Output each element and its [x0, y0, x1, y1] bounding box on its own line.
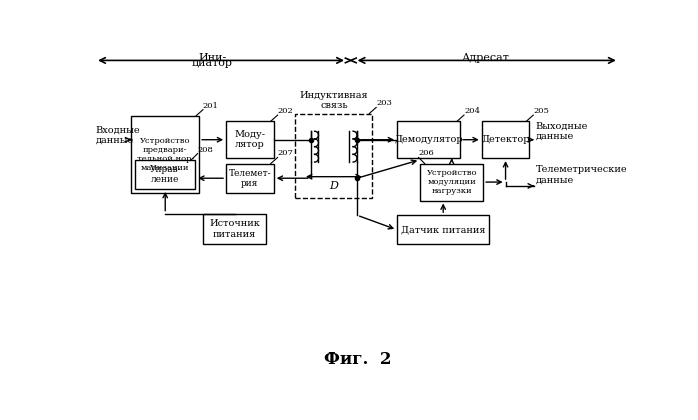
Text: Моду-
лятор: Моду- лятор — [235, 130, 265, 150]
Bar — [295, 113, 372, 198]
Bar — [135, 160, 195, 189]
Text: Выходные
данные: Выходные данные — [535, 121, 588, 141]
Bar — [397, 121, 460, 158]
Bar — [203, 214, 266, 244]
Bar — [420, 163, 483, 200]
Text: 208: 208 — [198, 146, 214, 154]
Text: Фиг.  2: Фиг. 2 — [324, 352, 392, 368]
Text: Ини-: Ини- — [198, 52, 226, 63]
Text: 201: 201 — [203, 102, 219, 110]
Text: 205: 205 — [533, 107, 549, 115]
Bar — [482, 121, 530, 158]
Text: Источник
питания: Источник питания — [209, 219, 260, 239]
Text: Входные
данные: Входные данные — [95, 126, 140, 145]
Text: 204: 204 — [464, 107, 480, 115]
Text: Детектор: Детектор — [482, 135, 530, 144]
Text: Демодулятор: Демодулятор — [394, 135, 463, 144]
Bar — [226, 163, 274, 193]
Text: Телемет-
рия: Телемет- рия — [229, 168, 272, 188]
Text: Управ-
ление: Управ- ление — [149, 165, 181, 184]
Text: 203: 203 — [376, 100, 392, 108]
Text: 207: 207 — [278, 150, 294, 158]
Text: Телеметрические
данные: Телеметрические данные — [535, 165, 628, 185]
Text: 202: 202 — [278, 107, 293, 115]
Text: Индуктивная
связь: Индуктивная связь — [299, 91, 368, 110]
Text: 206: 206 — [419, 150, 434, 158]
Text: Датчик питания: Датчик питания — [401, 225, 485, 234]
Text: Устройство
предвари-
тельной нор-
мализации: Устройство предвари- тельной нор- мализа… — [137, 136, 194, 172]
Text: циатор: циатор — [192, 58, 232, 68]
Text: D: D — [329, 181, 339, 191]
Bar — [131, 116, 199, 193]
Bar — [397, 215, 489, 244]
Bar — [226, 121, 274, 158]
Text: Адресат: Адресат — [461, 52, 510, 63]
Text: Устройство
модуляции
нагрузки: Устройство модуляции нагрузки — [426, 169, 477, 195]
